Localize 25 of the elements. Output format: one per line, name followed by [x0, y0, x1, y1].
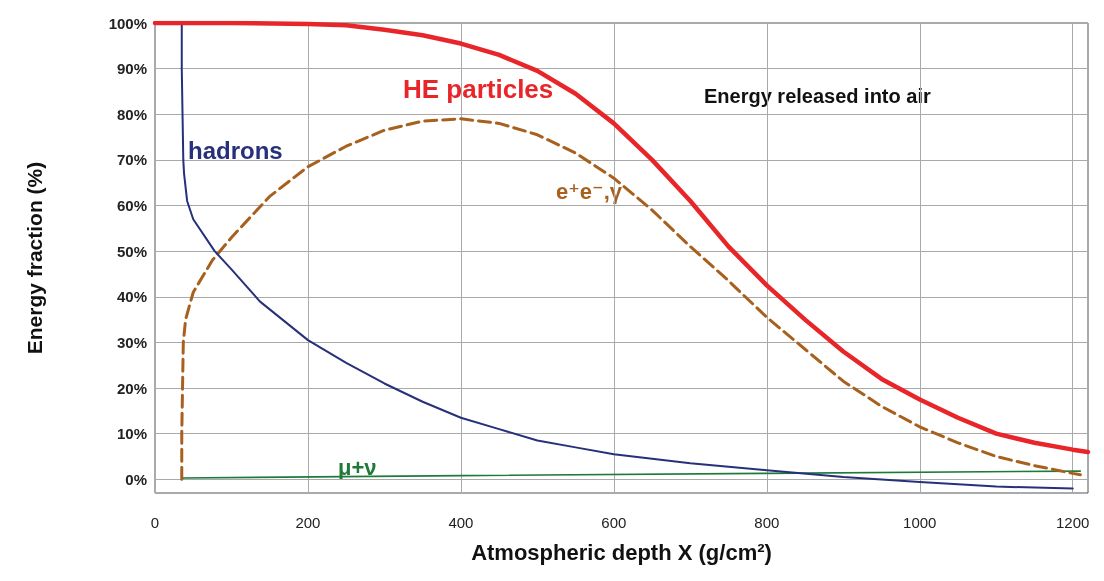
x-tick-label: 200	[295, 514, 321, 531]
y-tick-label: 70%	[116, 151, 147, 169]
y-tick-label: 90%	[116, 60, 147, 78]
y-tick-label: 0%	[125, 470, 147, 488]
x-axis-title: Atmospheric depth X (g/cm²)	[471, 539, 772, 565]
x-tick-label: 600	[601, 514, 627, 531]
x-tick-label: 400	[448, 514, 474, 531]
y-tick-label: 10%	[116, 425, 147, 443]
y-axis-title: Energy fraction (%)	[23, 161, 46, 355]
y-tick-label: 50%	[116, 242, 147, 260]
y-tick-label: 30%	[116, 333, 147, 351]
y-tick-label: 80%	[116, 105, 147, 123]
series-label: e⁺e⁻,γ	[556, 178, 623, 204]
y-tick-label: 20%	[116, 379, 147, 397]
x-tick-label: 1000	[903, 514, 937, 531]
y-tick-label: 60%	[116, 197, 147, 215]
x-tick-label: 800	[754, 514, 780, 531]
series-label: HE particles	[403, 74, 554, 104]
series-label: hadrons	[188, 136, 283, 164]
line-series	[180, 117, 1082, 481]
y-tick-label: 100%	[108, 14, 147, 32]
y-tick-label: 40%	[116, 288, 147, 306]
x-tick-label: 0	[150, 514, 160, 531]
x-tick-label: 1200	[1056, 514, 1090, 531]
series-label: μ+ν	[338, 454, 377, 480]
